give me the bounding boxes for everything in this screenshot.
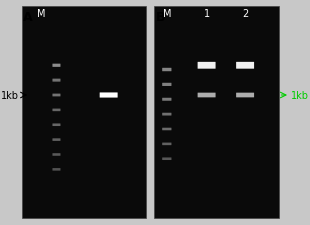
Text: 1kb: 1kb xyxy=(291,91,309,101)
Text: 1: 1 xyxy=(204,9,210,19)
Text: M: M xyxy=(162,9,171,19)
FancyBboxPatch shape xyxy=(162,128,171,131)
Text: M: M xyxy=(37,9,45,19)
FancyBboxPatch shape xyxy=(52,168,60,171)
FancyBboxPatch shape xyxy=(162,158,171,160)
Text: B: B xyxy=(156,11,165,24)
FancyBboxPatch shape xyxy=(52,109,60,112)
FancyBboxPatch shape xyxy=(236,93,254,98)
Text: A: A xyxy=(23,11,33,24)
FancyBboxPatch shape xyxy=(100,93,117,98)
FancyBboxPatch shape xyxy=(52,64,60,68)
FancyBboxPatch shape xyxy=(52,94,60,97)
Bar xyxy=(22,7,146,218)
FancyBboxPatch shape xyxy=(162,98,171,101)
FancyBboxPatch shape xyxy=(162,68,171,72)
FancyBboxPatch shape xyxy=(162,83,171,87)
Bar xyxy=(154,7,279,218)
FancyBboxPatch shape xyxy=(52,139,60,141)
FancyBboxPatch shape xyxy=(197,93,215,98)
FancyBboxPatch shape xyxy=(162,113,171,116)
FancyBboxPatch shape xyxy=(52,153,60,156)
Text: 1kb: 1kb xyxy=(1,91,19,101)
FancyBboxPatch shape xyxy=(162,143,171,146)
FancyBboxPatch shape xyxy=(52,79,60,82)
Text: 2: 2 xyxy=(242,9,248,19)
FancyBboxPatch shape xyxy=(236,63,254,69)
FancyBboxPatch shape xyxy=(197,63,215,69)
FancyBboxPatch shape xyxy=(52,124,60,126)
